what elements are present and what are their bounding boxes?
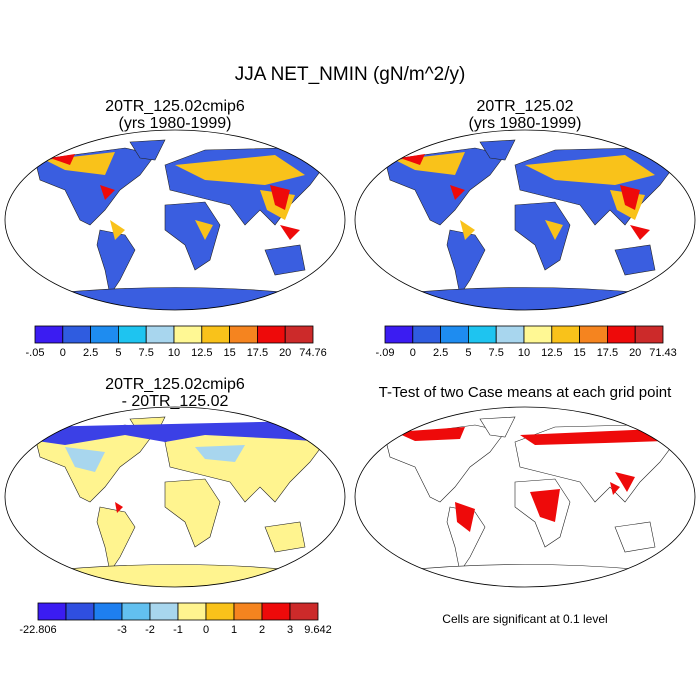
colorbar-label: 12.5 xyxy=(191,347,212,359)
panel-title: - 20TR_125.02 xyxy=(122,393,229,410)
colorbar-box xyxy=(289,602,319,621)
colorbar-label: 2 xyxy=(259,624,265,636)
colorbar-box xyxy=(233,602,263,621)
colorbar-box xyxy=(121,602,151,621)
colorbar-box xyxy=(205,602,235,621)
colorbar-box xyxy=(201,325,231,344)
colorbar-label: 0 xyxy=(410,347,416,359)
colorbar-label: -2 xyxy=(145,624,155,636)
colorbar-box xyxy=(467,325,497,344)
globe-outline xyxy=(4,129,346,311)
globe-outline xyxy=(354,406,696,588)
colorbar-label: 2.5 xyxy=(83,347,98,359)
high-region xyxy=(395,152,655,240)
colorbar-label: 20 xyxy=(629,347,641,359)
colorbar-label: 12.5 xyxy=(541,347,562,359)
globe-outline xyxy=(354,129,696,311)
colorbar-box xyxy=(118,325,147,344)
colorbar-label: 15 xyxy=(573,347,585,359)
colorbar-label: 5 xyxy=(115,347,121,359)
colorbar-label: 3 xyxy=(287,624,293,636)
colorbar-box xyxy=(37,602,67,621)
colorbar-box xyxy=(229,325,258,344)
colorbar-box xyxy=(62,325,91,344)
colorbar-label: 5 xyxy=(465,347,471,359)
significant-cells xyxy=(395,427,665,532)
colorbar-label: 7.5 xyxy=(489,347,504,359)
colorbar-box xyxy=(551,325,580,344)
colorbar-label: -.05 xyxy=(26,347,45,359)
colorbar-box xyxy=(495,325,525,344)
colorbar-box xyxy=(634,325,664,344)
colorbar-label: 9.642 xyxy=(304,624,332,636)
figure-title: JJA NET_NMIN (gN/m^2/y) xyxy=(235,64,466,85)
positive-region xyxy=(115,502,123,513)
colorbar-box xyxy=(384,325,414,344)
map-panel-1 xyxy=(4,129,346,311)
panel-title: T-Test of two Case means at each grid po… xyxy=(379,384,672,401)
colorbar-label: 17.5 xyxy=(247,347,268,359)
colorbar-box xyxy=(65,602,95,621)
colorbar-label: 71.43 xyxy=(649,347,677,359)
map-panel-4 xyxy=(354,406,696,588)
colorbar-box xyxy=(173,325,203,344)
panel-note: Cells are significant at 0.1 level xyxy=(442,612,607,626)
globe-outline xyxy=(4,406,346,588)
colorbar-label: -22.806 xyxy=(19,624,56,636)
colorbar-box xyxy=(607,325,636,344)
colorbar-label: 0 xyxy=(60,347,66,359)
colorbar-label: 7.5 xyxy=(139,347,154,359)
colorbar-box xyxy=(93,602,123,621)
colorbar-label: 15 xyxy=(223,347,235,359)
panel-title: 20TR_125.02 xyxy=(477,98,574,115)
colorbar-box xyxy=(440,325,469,344)
colorbar-box xyxy=(284,325,314,344)
colorbar-box xyxy=(412,325,441,344)
colorbar-label: 10 xyxy=(518,347,530,359)
colorbar-label: 10 xyxy=(168,347,180,359)
colorbar-label: 2.5 xyxy=(433,347,448,359)
colorbar-label: -1 xyxy=(173,624,183,636)
colorbar-box xyxy=(145,325,175,344)
map-panel-2 xyxy=(354,129,696,311)
colorbar-label: 0 xyxy=(203,624,209,636)
slight-negative xyxy=(65,445,245,472)
colorbar-label: 17.5 xyxy=(597,347,618,359)
panel-title: 20TR_125.02cmip6 xyxy=(105,376,245,393)
colorbar-label: 20 xyxy=(279,347,291,359)
negative-region xyxy=(35,421,325,445)
colorbar-box xyxy=(149,602,179,621)
map-panel-3 xyxy=(4,406,346,588)
colorbar-box xyxy=(34,325,64,344)
colorbar-label: -.09 xyxy=(376,347,395,359)
panel-title: (yrs 1980-1999) xyxy=(469,115,582,132)
high-region xyxy=(45,152,305,240)
colorbar-label: 1 xyxy=(231,624,237,636)
colorbar-label: 74.76 xyxy=(299,347,327,359)
colorbar-box xyxy=(256,325,286,344)
colorbar-box xyxy=(579,325,608,344)
colorbar-box xyxy=(177,602,207,621)
colorbar-label: -3 xyxy=(117,624,127,636)
colorbar-box xyxy=(523,325,553,344)
colorbar-box xyxy=(261,602,291,621)
colorbar-box xyxy=(90,325,119,344)
panel-title: 20TR_125.02cmip6 xyxy=(105,98,245,115)
panel-title: (yrs 1980-1999) xyxy=(119,115,232,132)
